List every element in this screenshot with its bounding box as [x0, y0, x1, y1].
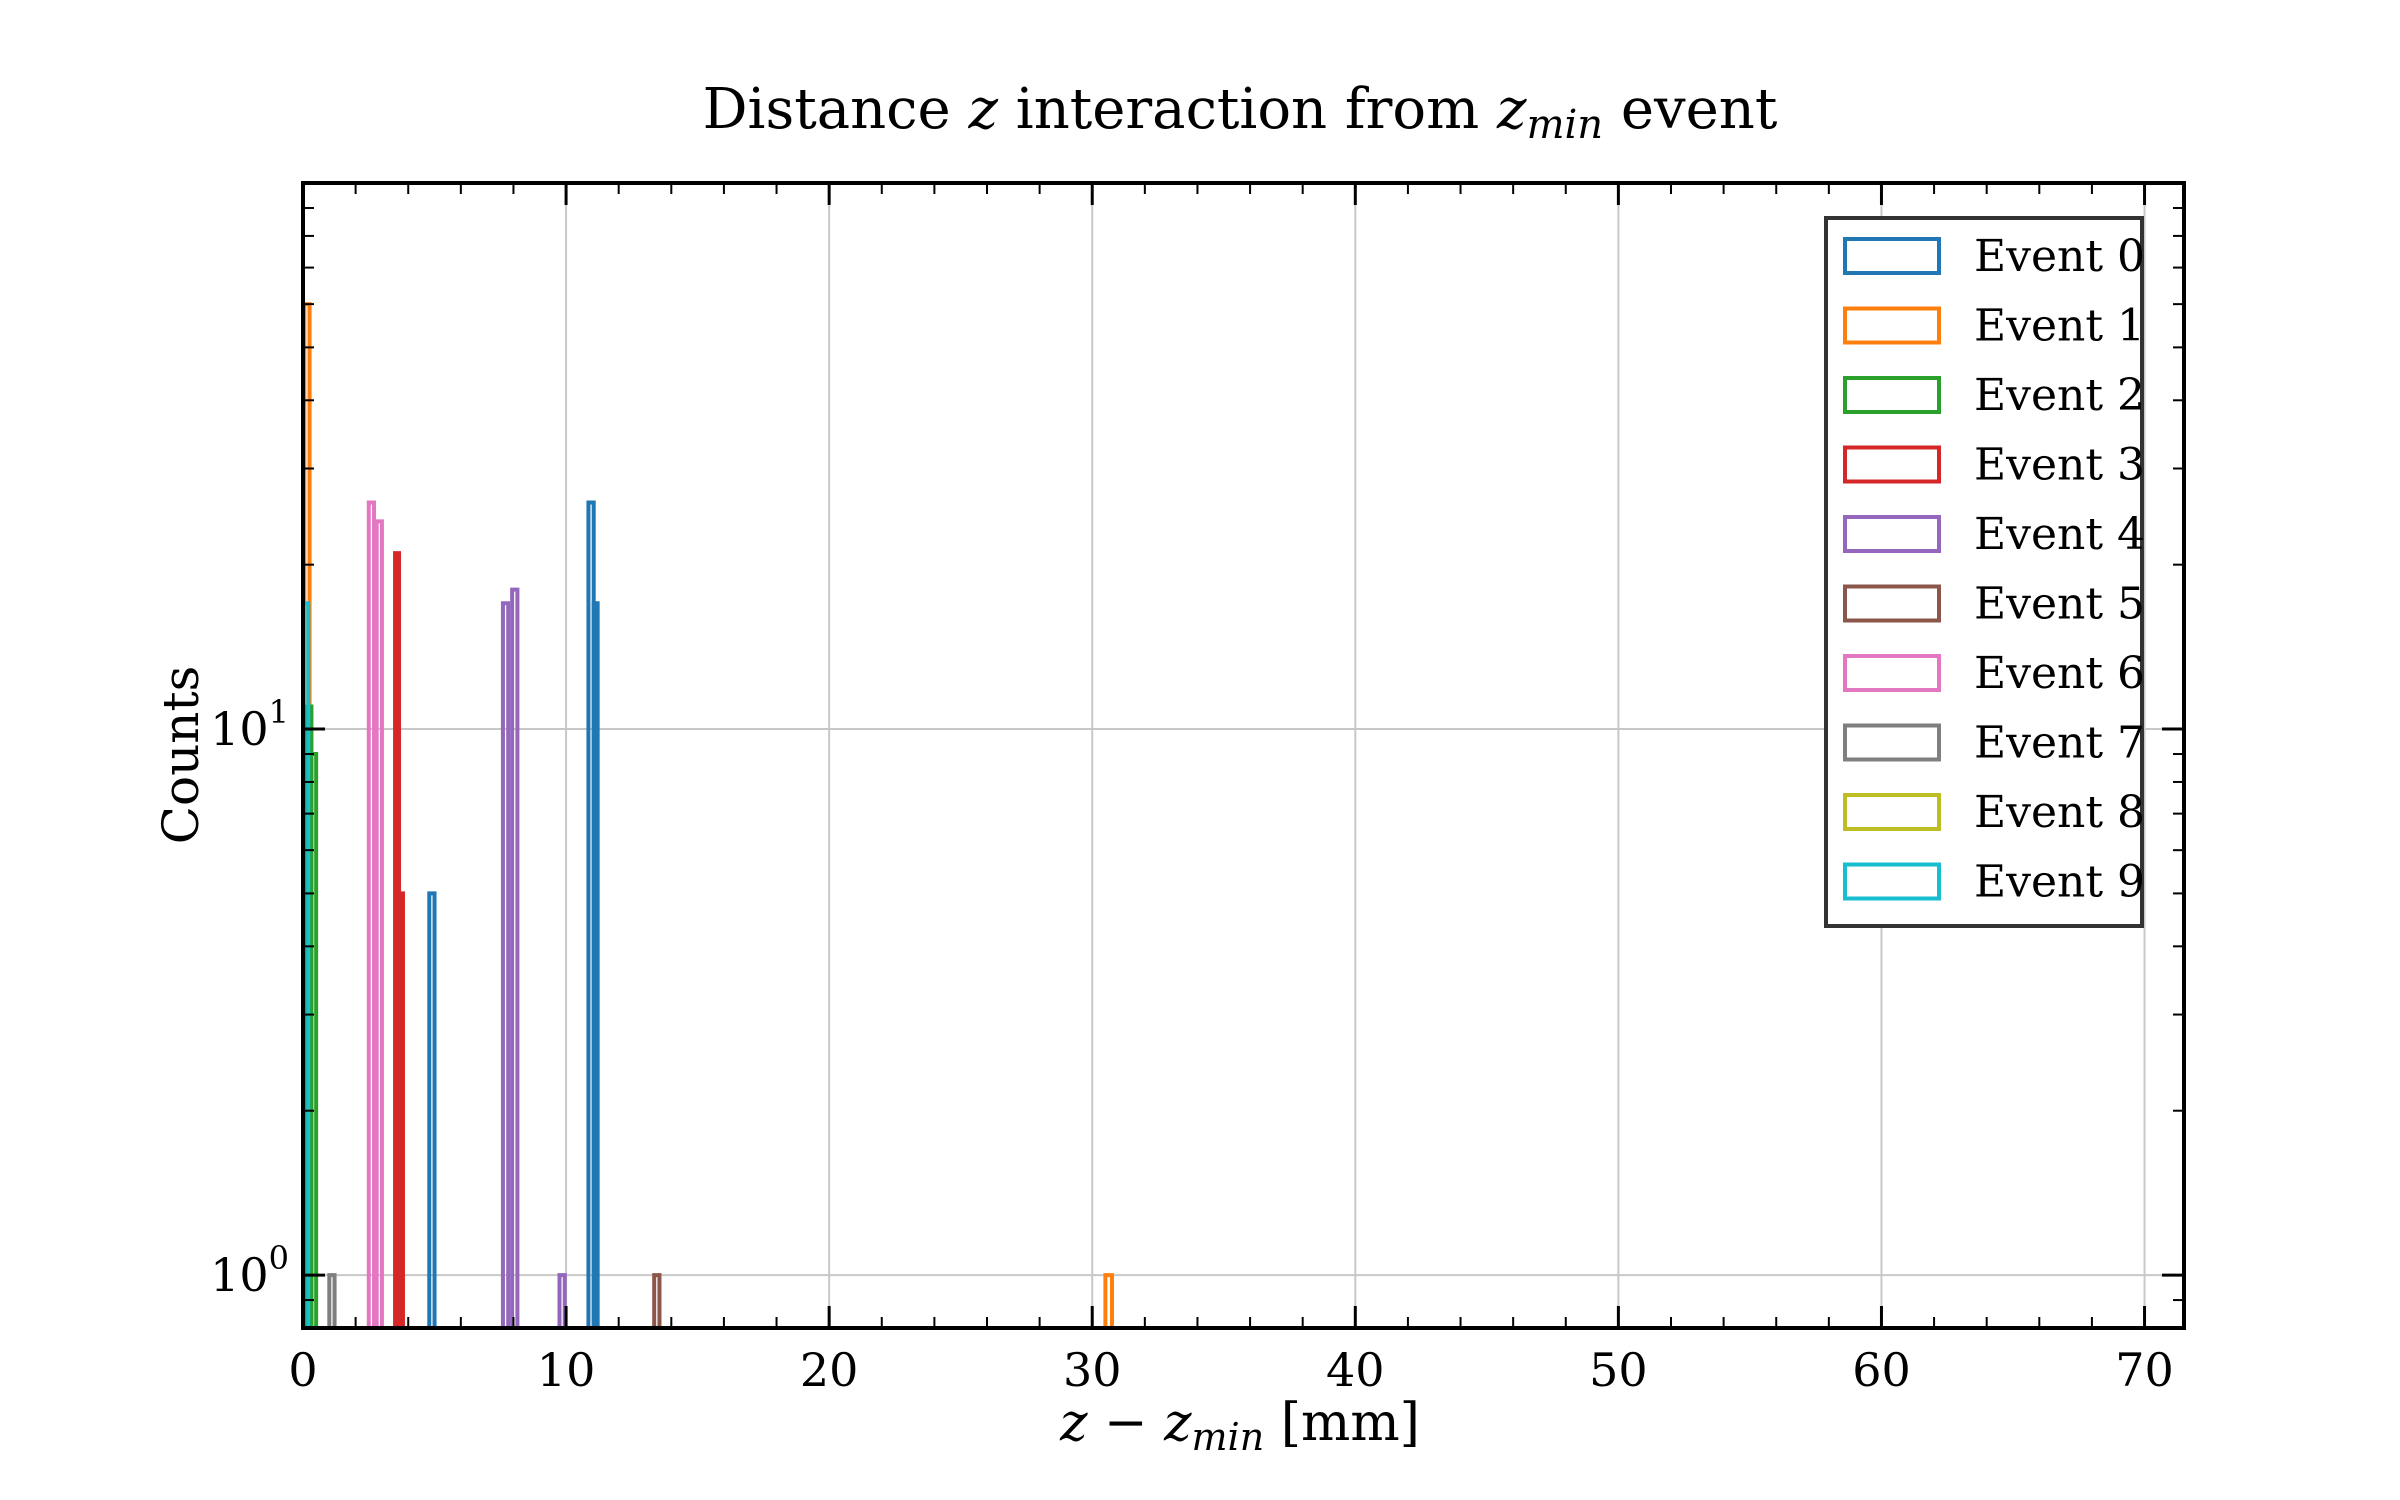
y-tick-label: 100 [210, 1239, 289, 1302]
legend-label-event-4: Event 4 [1974, 509, 2145, 560]
histogram-bar-event-7 [327, 1273, 337, 1328]
legend: Event 0 Event 1 Event 2 Event 3 Event 4 Event… [1824, 216, 2145, 928]
histogram-bar-event-1 [1103, 1273, 1114, 1328]
y-axis-label: Counts [152, 666, 210, 845]
histogram-bar-event-6 [366, 500, 377, 1328]
legend-label-event-8: Event 8 [1974, 787, 2145, 838]
plot-frame [301, 181, 2186, 1330]
legend-swatch-event-7 [1843, 723, 1941, 762]
legend-swatch-event-9 [1843, 862, 1941, 901]
legend-label-event-0: Event 0 [1974, 231, 2145, 282]
histogram-bar-event-4 [557, 1273, 567, 1328]
x-tick-label: 0 [288, 1343, 317, 1397]
x-tick-label: 10 [537, 1343, 596, 1397]
histogram-bar-event-4 [510, 587, 520, 1328]
x-tick-labels: 0 10 20 30 40 50 60 70 [288, 1343, 2173, 1397]
histogram-bar-event-0 [427, 891, 437, 1328]
legend-frame [1824, 216, 2144, 928]
legend-label-event-5: Event 5 [1974, 579, 2145, 630]
x-axis-label: z − zmin [mm] [1059, 1393, 1420, 1459]
histogram-bar-event-5 [652, 1273, 662, 1328]
chart-title: Distance z interaction from zmin event [703, 77, 1778, 148]
legend-swatch-event-5 [1843, 584, 1941, 623]
legend-swatch-event-4 [1843, 515, 1941, 553]
legend-label-event-9: Event 9 [1974, 857, 2145, 908]
y-tick-label: 101 [210, 693, 289, 756]
legend-label-event-3: Event 3 [1974, 440, 2145, 491]
legend-swatch-event-3 [1843, 445, 1941, 484]
histogram-bar-event-6 [374, 519, 384, 1328]
legend-swatch-event-2 [1843, 376, 1941, 414]
x-tick-label: 50 [1589, 1343, 1648, 1397]
histogram-bar-event-3 [397, 891, 405, 1328]
legend-swatch-event-6 [1843, 654, 1941, 692]
legend-swatch-event-8 [1843, 793, 1941, 831]
legend-label-event-2: Event 2 [1974, 370, 2145, 421]
legend-label-event-7: Event 7 [1974, 718, 2145, 769]
x-tick-label: 20 [800, 1343, 859, 1397]
histogram-bar-event-4 [500, 601, 511, 1328]
legend-swatch-event-0 [1843, 237, 1941, 275]
y-tick-labels: 100 101 [210, 693, 289, 1302]
x-tick-label: 40 [1326, 1343, 1385, 1397]
legend-label-event-6: Event 6 [1974, 648, 2145, 699]
legend-swatch-event-1 [1843, 306, 1941, 345]
x-tick-label: 30 [1063, 1343, 1122, 1397]
x-tick-label: 70 [2115, 1343, 2174, 1397]
histogram-bar-event-0 [591, 601, 600, 1328]
legend-label-event-1: Event 1 [1974, 301, 2145, 352]
x-tick-label: 60 [1852, 1343, 1911, 1397]
